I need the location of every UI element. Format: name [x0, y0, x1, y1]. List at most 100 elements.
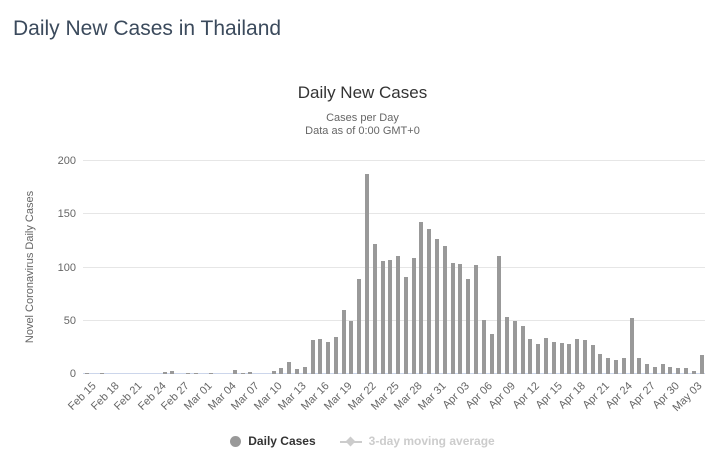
bar-apr-05[interactable] — [473, 265, 478, 374]
bar-apr-13[interactable] — [536, 344, 541, 374]
bar-mar-02[interactable] — [209, 372, 214, 374]
bar-slot — [698, 161, 706, 374]
bar-mar-21[interactable] — [357, 279, 362, 374]
bar-mar-26[interactable] — [396, 255, 401, 374]
bar-apr-12[interactable] — [528, 338, 533, 374]
bar-mar-20[interactable] — [349, 320, 354, 374]
bar-slot — [262, 161, 270, 374]
bar-apr-14[interactable] — [543, 337, 548, 374]
bar-slot — [597, 161, 605, 374]
bar-may-04[interactable] — [699, 354, 704, 374]
bar-apr-08[interactable] — [497, 255, 502, 374]
bar-apr-06[interactable] — [481, 319, 486, 374]
bar-mar-05[interactable] — [232, 369, 237, 374]
bar-slot — [503, 161, 511, 374]
bar-slot — [176, 161, 184, 374]
bar-mar-29[interactable] — [419, 221, 424, 374]
bar-mar-18[interactable] — [333, 336, 338, 374]
bar-slot — [394, 161, 402, 374]
bar-slot — [83, 161, 91, 374]
bar-slot — [169, 161, 177, 374]
bar-slot — [527, 161, 535, 374]
y-tick-label-50: 50 — [63, 314, 76, 327]
gridline-50 — [83, 319, 705, 321]
bar-mar-25[interactable] — [388, 260, 393, 374]
bar-apr-07[interactable] — [489, 333, 494, 374]
bar-slot — [270, 161, 278, 374]
bar-apr-01[interactable] — [442, 246, 447, 374]
gridline-100 — [83, 266, 705, 268]
bar-slot — [200, 161, 208, 374]
bar-slot — [402, 161, 410, 374]
bar-feb-26[interactable] — [170, 370, 175, 374]
bar-apr-16[interactable] — [559, 343, 564, 374]
bar-feb-28[interactable] — [186, 372, 191, 374]
bar-may-01[interactable] — [676, 367, 681, 374]
bar-apr-11[interactable] — [520, 326, 525, 374]
bar-apr-09[interactable] — [505, 316, 510, 374]
bar-apr-27[interactable] — [645, 364, 650, 374]
bar-apr-22[interactable] — [606, 358, 611, 374]
bar-apr-03[interactable] — [458, 264, 463, 374]
bar-slot — [418, 161, 426, 374]
bar-mar-23[interactable] — [372, 244, 377, 374]
bar-slot — [604, 161, 612, 374]
legend-item-daily-cases[interactable]: Daily Cases — [230, 434, 316, 448]
bar-apr-28[interactable] — [652, 366, 657, 374]
bar-mar-19[interactable] — [341, 310, 346, 374]
bar-feb-17[interactable] — [100, 372, 105, 374]
bar-mar-31[interactable] — [435, 238, 440, 374]
bar-slot — [581, 161, 589, 374]
bar-mar-16[interactable] — [318, 338, 323, 374]
bar-mar-06[interactable] — [240, 372, 245, 374]
bar-apr-24[interactable] — [621, 358, 626, 374]
bar-apr-04[interactable] — [466, 279, 471, 374]
bar-slot — [542, 161, 550, 374]
bar-slot — [643, 161, 651, 374]
bar-apr-17[interactable] — [567, 344, 572, 374]
y-tick-label-100: 100 — [57, 261, 76, 274]
legend: Daily Cases 3-day moving average — [0, 434, 725, 448]
bar-apr-02[interactable] — [450, 263, 455, 374]
bar-apr-25[interactable] — [629, 317, 634, 374]
bar-slot — [316, 161, 324, 374]
bar-apr-10[interactable] — [512, 320, 517, 374]
legend-item-moving-average[interactable]: 3-day moving average — [339, 434, 495, 448]
bar-mar-07[interactable] — [248, 371, 253, 374]
bar-may-03[interactable] — [691, 370, 696, 374]
bar-feb-15[interactable] — [84, 372, 89, 374]
bar-apr-19[interactable] — [582, 339, 587, 374]
bar-apr-29[interactable] — [660, 364, 665, 374]
bar-feb-29[interactable] — [193, 372, 198, 374]
bar-feb-25[interactable] — [162, 371, 167, 374]
bar-mar-10[interactable] — [271, 370, 276, 374]
bar-slot — [239, 161, 247, 374]
bar-slot — [184, 161, 192, 374]
bar-mar-27[interactable] — [403, 277, 408, 374]
bar-mar-15[interactable] — [310, 339, 315, 374]
bar-mar-12[interactable] — [287, 362, 292, 374]
bar-mar-30[interactable] — [427, 229, 432, 374]
bar-slot — [223, 161, 231, 374]
bar-apr-26[interactable] — [637, 358, 642, 374]
bar-slot — [301, 161, 309, 374]
bar-slot — [558, 161, 566, 374]
legend-label-daily-cases: Daily Cases — [248, 434, 316, 448]
bar-mar-14[interactable] — [302, 366, 307, 374]
bar-may-02[interactable] — [684, 367, 689, 374]
bar-mar-13[interactable] — [294, 368, 299, 374]
bar-mar-22[interactable] — [365, 173, 370, 374]
bar-mar-11[interactable] — [279, 367, 284, 374]
bar-apr-18[interactable] — [575, 338, 580, 374]
bar-slot — [550, 161, 558, 374]
bar-apr-30[interactable] — [668, 366, 673, 374]
bar-apr-21[interactable] — [598, 353, 603, 374]
bar-apr-20[interactable] — [590, 345, 595, 374]
bar-slot — [324, 161, 332, 374]
bar-mar-17[interactable] — [326, 342, 331, 374]
bar-apr-15[interactable] — [551, 342, 556, 374]
bar-mar-28[interactable] — [411, 257, 416, 374]
bar-apr-23[interactable] — [614, 360, 619, 374]
bar-mar-24[interactable] — [380, 261, 385, 374]
bar-slot — [410, 161, 418, 374]
